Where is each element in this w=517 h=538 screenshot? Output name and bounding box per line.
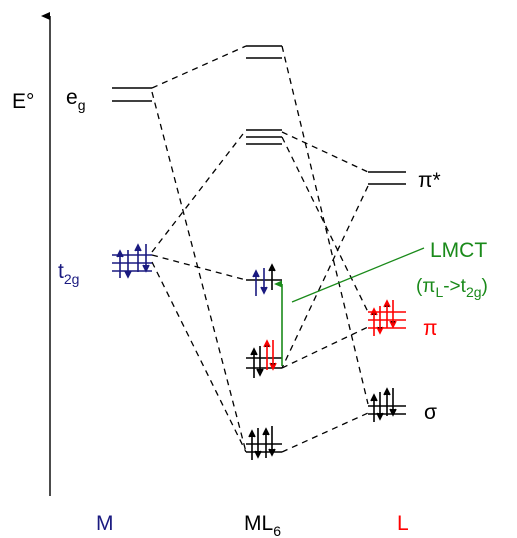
corr-eg-antibonding-eg	[151, 45, 247, 89]
corr-metal-sigma-bonding	[151, 261, 247, 453]
complex-t2g-antibonding	[246, 129, 282, 145]
correlation-lines	[151, 45, 369, 453]
metal-t2g-electrons	[116, 243, 150, 279]
ligand-pistar-level	[368, 171, 406, 185]
energy-axis-label: E°	[12, 90, 34, 113]
complex-eg-antibonding	[246, 45, 282, 59]
complex-pi-level	[246, 357, 282, 369]
complex-t2g-electrons-black	[268, 263, 276, 290]
metal-t2g-label: t2g	[58, 260, 79, 287]
ligand-sigma-electrons	[370, 387, 397, 422]
corr-sigma-sigma-bonding	[281, 412, 369, 453]
ligand-sigma-label: σ	[424, 401, 437, 424]
corr-eg-sigma-bonding	[151, 91, 247, 453]
ligand-pistar-label: π*	[418, 169, 441, 192]
corr-sigma-antibonding-eg	[281, 45, 369, 405]
complex-t2g-electrons	[252, 268, 268, 296]
complex-pi-electrons-red	[263, 339, 277, 371]
lmct-detail: (πL->t2g)	[416, 276, 488, 300]
metal-eg-level	[112, 87, 152, 102]
column-label-complex: ML6	[244, 512, 281, 538]
lmct-title: LMCT	[430, 239, 487, 262]
corr-pistar-antibonding-pi	[281, 131, 369, 173]
corr-t2g-nonbonding	[151, 254, 247, 281]
column-label-ligand: L	[397, 512, 409, 535]
lmct-leader-line	[291, 247, 425, 303]
ligand-pi-label: π	[423, 317, 438, 340]
complex-pi-electrons-black	[250, 346, 264, 378]
ligand-pi-electrons	[370, 299, 397, 336]
corr-t2g-antibonding-pi	[151, 129, 247, 253]
corr-pi-antibonding-pi	[281, 136, 369, 313]
complex-sigma-electrons	[248, 426, 276, 460]
metal-eg-label: eg	[66, 86, 85, 113]
corr-pi-pi-bonding	[281, 326, 369, 369]
column-label-metal: M	[96, 512, 114, 535]
corr-pistar-nonbonding	[281, 185, 369, 369]
